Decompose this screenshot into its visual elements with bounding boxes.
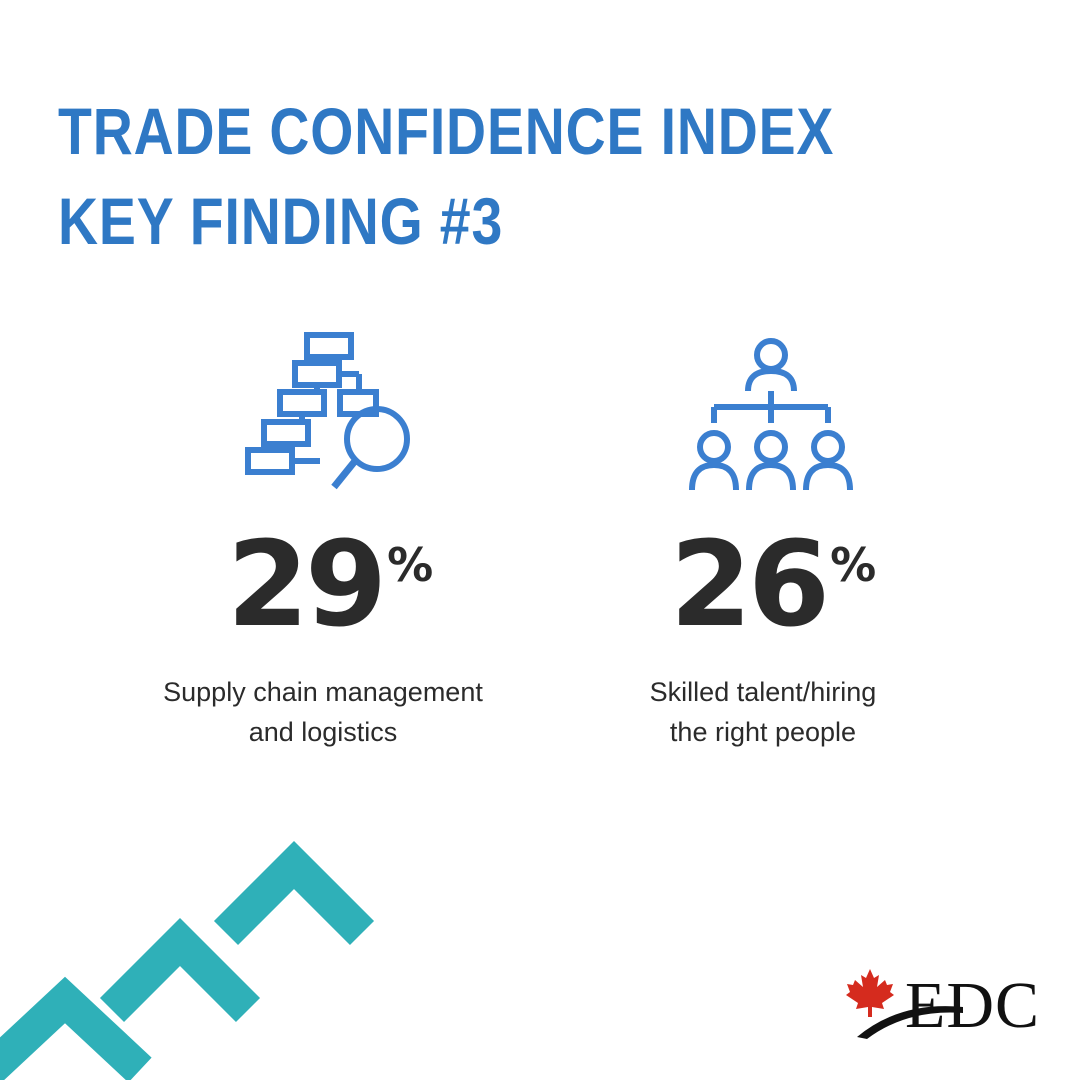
percent-sign: %: [387, 538, 434, 592]
percent-sign: %: [830, 538, 877, 592]
label-line-1: Supply chain management: [163, 677, 483, 707]
org-chart-people-icon: [686, 335, 856, 495]
title-line-2: KEY FINDING #3: [58, 184, 504, 258]
chevron-3: [213, 840, 375, 946]
decorative-chevrons: [0, 830, 400, 1080]
hierarchy-search-icon: [240, 330, 420, 495]
stat-number: 26: [669, 515, 830, 653]
logo-text: EDC: [905, 969, 1040, 1042]
chevron-2: [99, 917, 261, 1023]
edc-logo: EDC: [845, 965, 1045, 1045]
label-line-1: Skilled talent/hiring: [649, 677, 877, 707]
title-line-1: TRADE CONFIDENCE INDEX: [58, 94, 835, 168]
stat-number: 29: [226, 515, 387, 653]
page-title: TRADE CONFIDENCE INDEX KEY FINDING #3: [58, 86, 834, 266]
stat-value-supply-chain: 29%: [205, 525, 455, 643]
label-line-2: and logistics: [248, 717, 398, 747]
stat-label-supply-chain: Supply chain management and logistics: [113, 672, 533, 752]
stat-value-skilled-talent: 26%: [648, 525, 898, 643]
label-line-2: the right people: [669, 717, 857, 747]
chevron-1: [0, 976, 152, 1080]
maple-leaf-icon: [846, 969, 894, 1017]
stat-label-skilled-talent: Skilled talent/hiring the right people: [553, 672, 973, 752]
